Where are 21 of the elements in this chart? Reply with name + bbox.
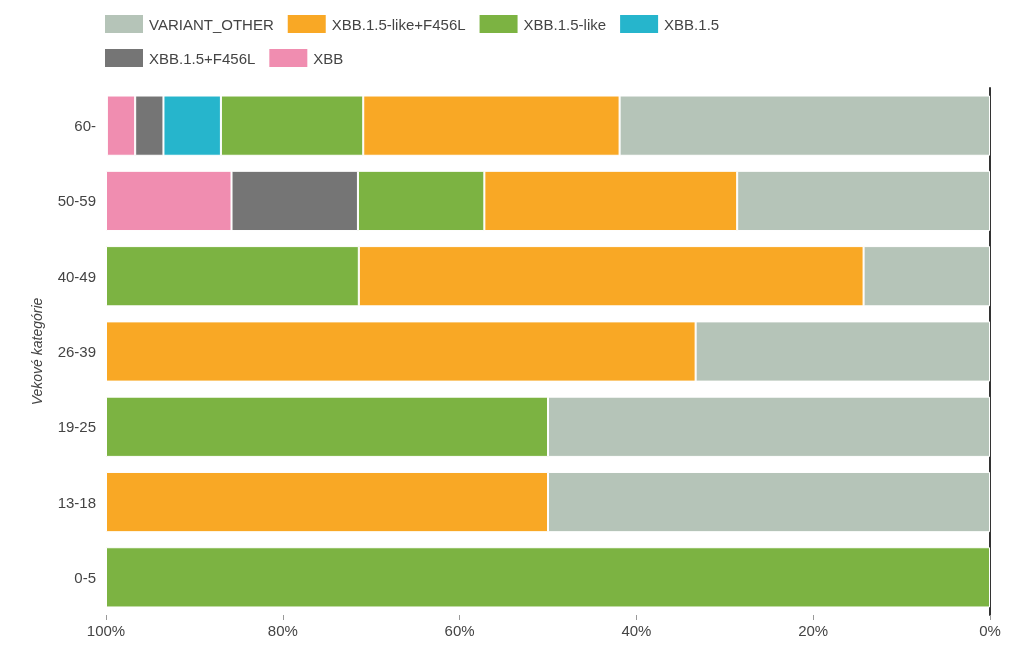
- legend-label: XBB: [313, 49, 344, 67]
- x-tick-label: 100%: [86, 622, 126, 639]
- bar: [106, 547, 990, 608]
- x-tick-label: 40%: [621, 622, 652, 639]
- x-tick-label: 80%: [267, 622, 298, 639]
- legend-label: VARIANT_OTHER: [149, 15, 274, 33]
- legend-label: XBB.1.5-like+F456L: [331, 15, 466, 33]
- legend-label: XBB.1.5+F456L: [149, 49, 256, 67]
- x-tick-label: 20%: [798, 622, 829, 639]
- x-tick-label: 60%: [444, 622, 475, 639]
- legend-label: XBB.1.5: [664, 15, 720, 33]
- y-tick-label: 60-: [74, 117, 96, 135]
- y-axis-title: Vekové kategórie: [29, 297, 45, 406]
- y-tick-label: 13-18: [57, 493, 96, 511]
- y-tick-label: 26-39: [57, 343, 96, 360]
- y-tick-label: 0-5: [74, 568, 96, 586]
- y-tick-label: 50-59: [57, 192, 96, 210]
- x-tick-label: 0%: [979, 622, 1001, 639]
- y-tick-label: 40-49: [57, 267, 96, 285]
- legend-label: XBB.1.5-like: [523, 15, 607, 33]
- y-tick-label: 19-25: [57, 418, 96, 436]
